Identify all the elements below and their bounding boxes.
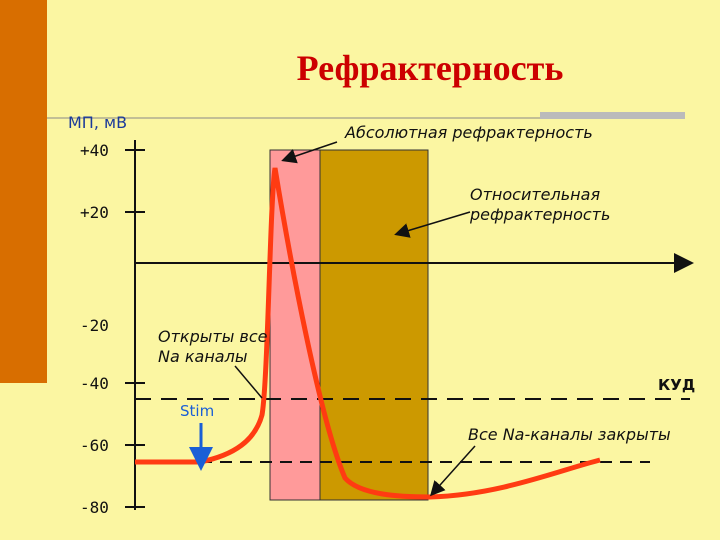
tick-label: -40 xyxy=(80,374,109,393)
tick-label: -80 xyxy=(80,498,109,517)
action-potential xyxy=(135,167,601,500)
closed-label: Все Na-каналы закрыты xyxy=(468,425,671,444)
open-label: Открыты все xyxy=(158,327,268,346)
tick-label: +20 xyxy=(80,203,109,222)
stim-label: Stim xyxy=(180,402,214,420)
threshold-label: КУД xyxy=(658,376,695,394)
tick-label: +40 xyxy=(80,141,109,160)
tick-marks xyxy=(125,149,145,508)
rule-accent xyxy=(540,112,685,119)
tick-label: -60 xyxy=(80,436,109,455)
relative-label: Относительная xyxy=(470,185,600,204)
absolute-zone xyxy=(269,149,321,501)
arrow xyxy=(429,445,476,497)
arrow xyxy=(394,211,471,238)
relative-label: рефрактерность xyxy=(469,205,610,224)
side-bar xyxy=(0,0,47,383)
title: Рефрактерность xyxy=(297,48,564,88)
arrow xyxy=(281,141,338,164)
absolute-label: Абсолютная рефрактерность xyxy=(344,123,593,142)
pointer xyxy=(234,365,263,399)
axis-label: МП, мВ xyxy=(68,113,127,132)
tick-label: -20 xyxy=(80,316,109,335)
open-label: Na каналы xyxy=(158,347,247,366)
relative-zone xyxy=(319,149,429,501)
